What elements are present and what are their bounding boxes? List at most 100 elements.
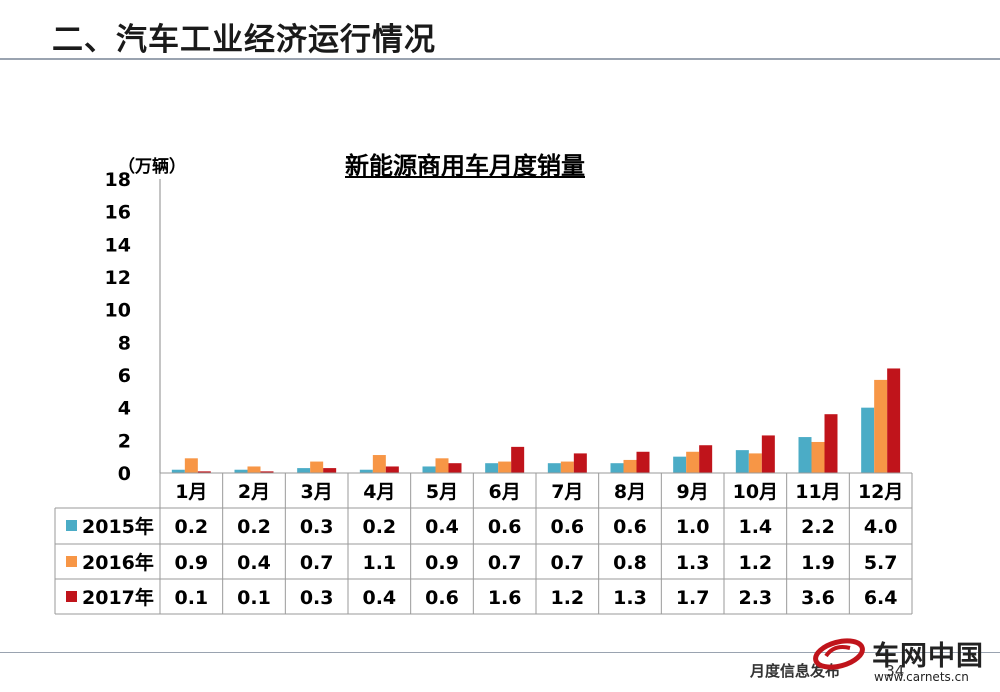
data-cell: 0.8 (613, 552, 647, 574)
data-cell: 1.1 (362, 552, 396, 574)
data-cell: 0.4 (237, 552, 271, 574)
footer-text: 月度信息发布 34 (750, 660, 904, 681)
bar (798, 437, 812, 473)
chart-title: 新能源商用车月度销量 (345, 152, 585, 180)
bar (547, 463, 561, 473)
bar (297, 468, 311, 473)
legend-swatch (66, 520, 77, 531)
footer-label: 月度信息发布 (750, 662, 841, 680)
data-cell: 0.1 (237, 587, 271, 609)
bar (422, 466, 436, 473)
bar (184, 458, 198, 473)
bar (247, 466, 261, 473)
data-cell: 1.3 (676, 552, 710, 574)
category-label: 4月 (363, 481, 395, 503)
data-cell: 0.4 (425, 516, 459, 538)
bar (385, 466, 399, 473)
bar (623, 459, 637, 473)
legend-swatch (66, 591, 77, 602)
bar (310, 461, 324, 473)
category-label: 9月 (677, 481, 709, 503)
category-label: 6月 (489, 481, 521, 503)
data-cell: 0.2 (237, 516, 271, 538)
bar (323, 468, 337, 473)
data-cell: 0.4 (362, 587, 396, 609)
y-tick-label: 16 (105, 202, 131, 224)
title-divider (0, 58, 1000, 60)
data-cell: 1.7 (676, 587, 710, 609)
category-label: 12月 (858, 481, 903, 503)
category-label: 11月 (795, 481, 840, 503)
data-cell: 2.3 (738, 587, 772, 609)
data-cell: 0.1 (174, 587, 208, 609)
y-tick-label: 6 (118, 365, 131, 387)
bar (197, 471, 211, 473)
data-cell: 5.7 (864, 552, 898, 574)
bar (260, 471, 274, 473)
bar (874, 379, 888, 473)
data-cell: 6.4 (864, 587, 898, 609)
category-label: 3月 (301, 481, 333, 503)
bar (511, 446, 525, 473)
title-bar: 二、汽车工业经济运行情况 (0, 0, 1000, 60)
y-tick-label: 4 (118, 398, 131, 420)
data-cell: 0.2 (362, 516, 396, 538)
y-axis-unit-label: （万辆） (118, 157, 186, 177)
data-cell: 3.6 (801, 587, 835, 609)
category-label: 5月 (426, 481, 458, 503)
y-tick-label: 0 (118, 463, 131, 485)
legend-label: 2015年 (82, 515, 154, 538)
data-cell: 0.6 (550, 516, 584, 538)
data-cell: 1.4 (738, 516, 772, 538)
legend-label: 2016年 (82, 551, 154, 574)
page-number: 34 (885, 662, 905, 680)
y-tick-label: 10 (105, 300, 131, 322)
logo-url: www.carnets.cn (874, 670, 969, 684)
logo-name: 车网中国 (872, 641, 984, 672)
bar (636, 451, 650, 473)
bar (761, 435, 775, 473)
bar (699, 445, 713, 473)
data-cell: 2.2 (801, 516, 835, 538)
bar (448, 463, 462, 473)
footer-divider (0, 652, 1000, 653)
data-cell: 0.3 (300, 516, 334, 538)
category-label: 7月 (551, 481, 583, 503)
y-tick-label: 8 (118, 332, 131, 354)
category-label: 10月 (733, 481, 778, 503)
y-tick-label: 14 (105, 234, 131, 256)
data-cell: 4.0 (864, 516, 898, 538)
y-tick-label: 2 (118, 430, 131, 452)
data-cell: 1.3 (613, 587, 647, 609)
legend-swatch (66, 556, 77, 567)
data-cell: 0.7 (488, 552, 522, 574)
bar (560, 461, 574, 473)
bar (824, 414, 838, 473)
page-title: 二、汽车工业经济运行情况 (52, 22, 436, 58)
data-cell: 0.2 (174, 516, 208, 538)
y-tick-label: 18 (105, 169, 131, 191)
data-cell: 1.9 (801, 552, 835, 574)
category-label: 1月 (175, 481, 207, 503)
data-cell: 1.6 (488, 587, 522, 609)
data-cell: 0.9 (174, 552, 208, 574)
data-cell: 0.6 (613, 516, 647, 538)
category-label: 2月 (238, 481, 270, 503)
legend-label: 2017年 (82, 586, 154, 609)
data-cell: 0.9 (425, 552, 459, 574)
bar (573, 453, 587, 473)
data-cell: 0.6 (425, 587, 459, 609)
logo: 车网中国 www.carnets.cn (812, 634, 1000, 692)
y-tick-label: 12 (105, 267, 131, 289)
data-cell: 0.3 (300, 587, 334, 609)
bar (610, 463, 624, 473)
bar (748, 453, 762, 473)
bar (171, 469, 185, 473)
data-cell: 0.7 (300, 552, 334, 574)
bar (686, 451, 700, 473)
data-cell: 1.2 (550, 587, 584, 609)
category-label: 8月 (614, 481, 646, 503)
bar (811, 441, 825, 473)
data-cell: 1.2 (738, 552, 772, 574)
data-cell: 0.6 (488, 516, 522, 538)
